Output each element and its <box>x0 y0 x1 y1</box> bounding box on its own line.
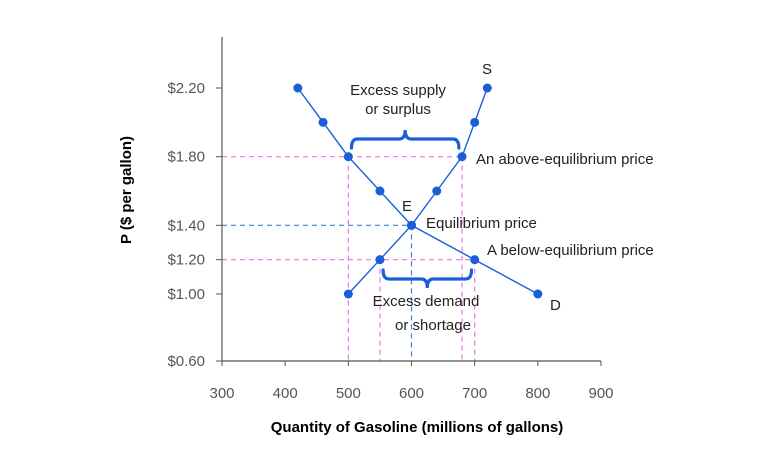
excess-supply-label-2: or surplus <box>365 101 431 118</box>
data-point-d <box>293 83 303 93</box>
x-tick-label: 300 <box>209 385 234 402</box>
y-tick-label: $1.20 <box>167 252 205 269</box>
series-line-d <box>297 87 539 295</box>
series-label-s: S <box>482 61 492 78</box>
data-point-s <box>375 255 385 265</box>
brace-excess-demand <box>381 268 474 289</box>
guide-lines <box>222 156 476 361</box>
brace-excess-supply <box>349 129 461 150</box>
data-point-s <box>457 152 467 162</box>
x-tick-label: 500 <box>336 385 361 402</box>
y-tick-label: $0.60 <box>167 353 205 370</box>
y-axis-title: P ($ per gallon) <box>118 136 135 244</box>
data-point-d <box>470 255 480 265</box>
y-tick-label: $1.00 <box>167 286 205 303</box>
excess-demand-label-1: Excess demand <box>373 293 480 310</box>
y-tick-label: $1.80 <box>167 149 205 166</box>
y-tick-label: $1.40 <box>167 217 205 234</box>
series-line-s <box>347 87 488 295</box>
excess-supply-label-1: Excess supply <box>350 82 446 99</box>
data-point-d <box>343 152 353 162</box>
data-point-s <box>432 186 442 196</box>
y-tick-label: $2.20 <box>167 80 205 97</box>
x-tick-label: 400 <box>273 385 298 402</box>
data-point-s <box>470 117 480 127</box>
excess-demand-label-2: or shortage <box>395 317 471 334</box>
x-tick-label: 700 <box>462 385 487 402</box>
x-tick-label: 600 <box>399 385 424 402</box>
equilibrium-label: E <box>402 198 412 215</box>
above-equilibrium-label: An above-equilibrium price <box>476 151 654 168</box>
series-lines <box>297 87 539 295</box>
data-point-d <box>375 186 385 196</box>
axes <box>216 37 602 366</box>
data-point-s <box>482 83 492 93</box>
equilibrium-price-label: Equilibrium price <box>426 215 537 232</box>
tick-labels: 300 400 500 600 700 800 900 $0.60 $1.00 $1.20 $1.4… <box>167 80 613 402</box>
data-point-s <box>343 289 353 299</box>
data-points <box>293 83 543 299</box>
x-tick-label: 800 <box>525 385 550 402</box>
x-axis-title: Quantity of Gasoline (millions of gallon… <box>271 419 564 436</box>
series-label-d: D <box>550 297 561 314</box>
data-point-d <box>318 117 328 127</box>
x-tick-label: 900 <box>588 385 613 402</box>
braces <box>349 129 474 289</box>
data-point-s <box>407 220 416 230</box>
data-point-d <box>533 289 543 299</box>
below-equilibrium-label: A below-equilibrium price <box>487 242 654 259</box>
